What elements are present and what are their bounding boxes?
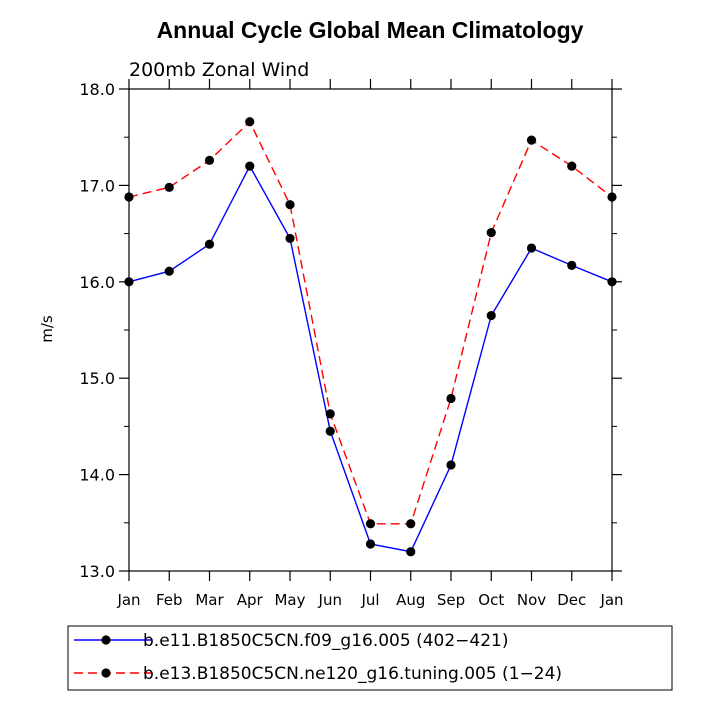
legend-label-1: b.e11.B1850C5CN.f09_g16.005 (402−421): [143, 631, 509, 651]
data-point-series-1: [325, 426, 335, 436]
data-point-series-2: [526, 135, 537, 145]
legend-box: [67, 625, 673, 691]
data-point-series-2: [406, 519, 416, 529]
data-point-series-1: [164, 266, 174, 276]
x-tick-label: Dec: [557, 591, 586, 609]
x-tick-label: Apr: [237, 591, 264, 609]
chart-title: Annual Cycle Global Mean Climatology: [157, 17, 584, 43]
x-tick-label: Oct: [478, 591, 504, 609]
data-point-series-2: [325, 409, 335, 419]
x-tick-label: Jan: [599, 591, 623, 609]
data-point-series-2: [607, 192, 617, 202]
data-point-series-1: [607, 277, 617, 287]
data-point-series-2: [245, 117, 255, 127]
data-point-series-2: [285, 200, 295, 210]
data-point-series-1: [486, 310, 496, 321]
data-point-series-2: [204, 155, 215, 165]
data-point-series-2: [365, 519, 376, 529]
data-point-series-1: [406, 547, 416, 557]
data-point-series-1: [526, 243, 537, 253]
data-point-series-1: [245, 161, 255, 171]
series-layer: [124, 117, 617, 557]
legend-swatch-marker-1: [101, 635, 111, 645]
legend-swatch-marker-2: [101, 668, 111, 678]
y-tick-label: 13.0: [79, 562, 115, 581]
data-point-series-1: [285, 233, 295, 244]
x-tick-label: Jan: [116, 591, 140, 609]
y-tick-label: 15.0: [79, 369, 115, 388]
data-point-series-2: [486, 228, 496, 238]
x-tick-label: Jul: [360, 591, 379, 609]
data-point-series-2: [446, 393, 456, 404]
plot-frame: [128, 88, 613, 572]
x-tick-label: Nov: [517, 591, 546, 609]
data-point-series-1: [204, 239, 215, 249]
y-tick-label: 18.0: [79, 80, 115, 99]
legend-label-2: b.e13.B1850C5CN.ne120_g16.tuning.005 (1−…: [143, 664, 562, 684]
y-tick-label: 17.0: [79, 176, 115, 195]
data-point-series-1: [567, 260, 577, 271]
x-tick-label: Feb: [156, 591, 183, 609]
y-tick-label: 14.0: [79, 466, 115, 485]
data-point-series-1: [124, 277, 134, 287]
y-tick-label: 16.0: [79, 273, 115, 292]
x-tick-label: Aug: [396, 591, 425, 609]
data-point-series-2: [567, 161, 577, 171]
data-point-series-2: [164, 182, 174, 192]
data-point-series-2: [124, 192, 134, 202]
x-axis-ticks: Jan Feb Mar Apr May Jun Jul Aug Sep Oct Nov Dec Jan: [116, 79, 624, 609]
x-tick-label: Jun: [318, 591, 342, 609]
legend: b.e11.B1850C5CN.f09_g16.005 (402−421) b.e…: [67, 625, 673, 691]
series-line-2: [128, 120, 613, 525]
chart-subtitle: 200mb Zonal Wind: [129, 59, 309, 81]
y-axis-ticks: 13.0 14.0 15.0 16.0 17.0 18.0: [79, 80, 622, 581]
x-tick-label: Mar: [195, 591, 224, 609]
data-point-series-1: [446, 460, 456, 470]
x-tick-label: Sep: [437, 591, 465, 609]
x-tick-label: May: [274, 591, 305, 609]
data-point-series-1: [365, 539, 376, 549]
series-line-1: [128, 164, 613, 553]
y-axis-label: m/s: [38, 315, 56, 343]
